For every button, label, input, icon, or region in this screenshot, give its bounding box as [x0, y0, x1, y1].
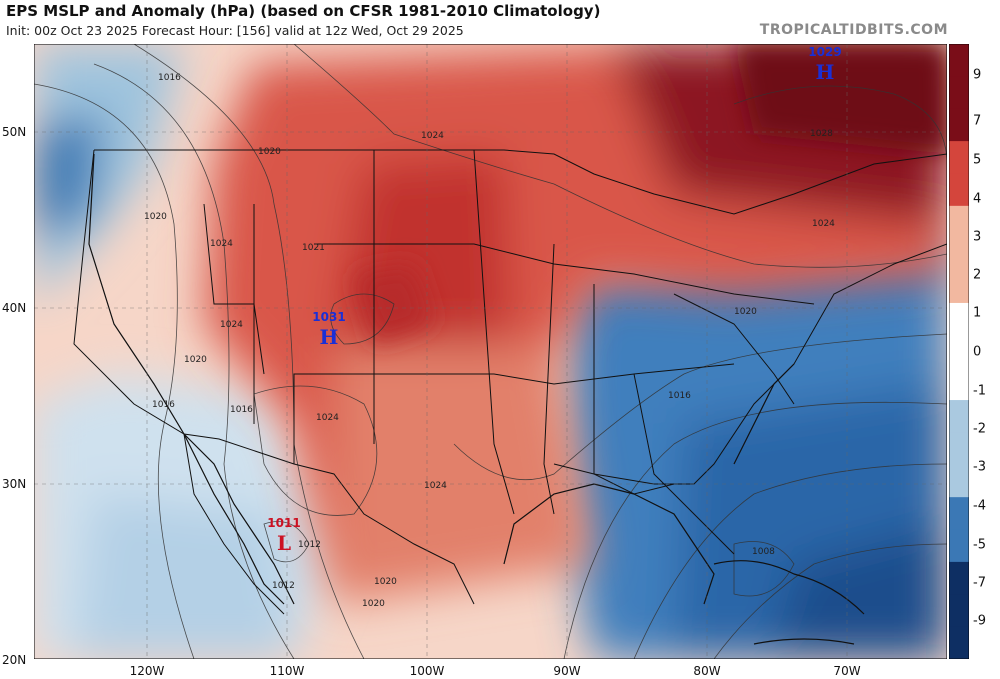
- colorbar-label: 2: [973, 267, 982, 283]
- isobar-label: 1020: [734, 307, 757, 317]
- coastline: [88, 153, 865, 645]
- longitude-label: 80W: [693, 664, 721, 678]
- colorbar-segment: [949, 561, 969, 595]
- colorbar-segment: [949, 76, 969, 110]
- colorbar-label: 0: [973, 344, 982, 360]
- isobar-label: 1024: [421, 131, 444, 141]
- isobar-label: 1028: [810, 129, 833, 139]
- longitude-label: 90W: [553, 664, 581, 678]
- colorbar-segment: [949, 594, 969, 628]
- colorbar-label: -4: [973, 498, 986, 514]
- high-1029-symbol: H: [816, 60, 835, 84]
- isobar-label: 1016: [668, 391, 691, 401]
- isobar-label: 1024: [220, 320, 243, 330]
- isobar-label: 1020: [184, 355, 207, 365]
- colorbar-segment: [949, 238, 969, 272]
- chart-title: EPS MSLP and Anomaly (hPa) (based on CFS…: [6, 2, 601, 20]
- isobar-label: 1016: [152, 400, 175, 410]
- colorbar-label: -7: [973, 575, 986, 591]
- isobar-label: 1024: [812, 219, 835, 229]
- colorbar-segment: [949, 367, 969, 401]
- isobar-label: 1012: [272, 581, 295, 591]
- isobar-label: 1020: [374, 577, 397, 587]
- political-borders: [73, 149, 947, 615]
- low-1011-symbol: L: [277, 531, 291, 555]
- isobar-labels: 1016 1020 1024 1020 1024 1021 1024 1020 …: [144, 73, 835, 609]
- longitude-label: 70W: [833, 664, 861, 678]
- latitude-label: 30N: [2, 477, 27, 491]
- colorbar-segment: [949, 141, 969, 174]
- isobar-label: 1024: [424, 481, 447, 491]
- colorbar-segment: [949, 302, 969, 336]
- colorbar-label: 5: [973, 152, 982, 168]
- colorbar-segment: [949, 464, 969, 498]
- colorbar-segment: [949, 335, 969, 369]
- longitude-label: 110W: [269, 664, 305, 678]
- weather-map: 1016 1020 1024 1020 1024 1021 1024 1020 …: [34, 44, 947, 659]
- colorbar-segment: [949, 205, 969, 239]
- colorbar-label: -5: [973, 537, 986, 553]
- latitude-label: 50N: [2, 125, 27, 139]
- latitude-label: 20N: [2, 653, 27, 667]
- colorbar-segment: [949, 173, 969, 207]
- high-1029-value: 1029: [808, 45, 841, 59]
- colorbar-segment: [949, 497, 969, 531]
- colorbar-segment: [949, 44, 969, 77]
- colorbar-segment: [949, 626, 969, 659]
- latitude-label: 40N: [2, 301, 27, 315]
- colorbar-label: 9: [973, 67, 982, 83]
- colorbar-label: -1: [973, 383, 986, 399]
- isobar-label: 1016: [230, 405, 253, 415]
- colorbar-label: -9: [973, 613, 986, 629]
- colorbar-label: -3: [973, 459, 986, 475]
- isobar-label: 1012: [298, 540, 321, 550]
- isobar-label: 1020: [362, 599, 385, 609]
- chart-subtitle: Init: 00z Oct 23 2025 Forecast Hour: [15…: [6, 23, 464, 38]
- colorbar-segment: [949, 432, 969, 466]
- colorbar-label: -2: [973, 421, 986, 437]
- colorbar-label: 3: [973, 229, 982, 245]
- isobar-label: 1020: [258, 147, 281, 157]
- isobar-label: 1021: [302, 243, 325, 253]
- positive-anomaly-field: [204, 44, 947, 604]
- isobar-label: 1024: [210, 239, 233, 249]
- site-watermark: TROPICALTIDBITS.COM: [759, 22, 948, 38]
- pressure-centers: 1029 H 1031 H 1011 L: [267, 45, 841, 555]
- longitude-label: 120W: [129, 664, 165, 678]
- longitude-label: 100W: [409, 664, 445, 678]
- colorbar-label: 7: [973, 113, 982, 129]
- isobar-label: 1024: [316, 413, 339, 423]
- colorbar-label: 4: [973, 191, 982, 207]
- graticule: [34, 44, 947, 659]
- anomaly-colorbar: [949, 44, 969, 659]
- high-1031-value: 1031: [312, 310, 345, 324]
- colorbar-segment: [949, 529, 969, 563]
- negative-anomaly-field: [34, 44, 947, 659]
- colorbar-label: 1: [973, 305, 982, 321]
- low-1011-value: 1011: [267, 516, 300, 530]
- high-1031-symbol: H: [320, 325, 339, 349]
- colorbar-segment: [949, 108, 969, 142]
- isobar-label: 1020: [144, 212, 167, 222]
- isobar-label: 1016: [158, 73, 181, 83]
- isobars: [34, 44, 947, 659]
- isobar-label: 1008: [752, 547, 775, 557]
- colorbar-segment: [949, 400, 969, 433]
- colorbar-segment: [949, 270, 969, 304]
